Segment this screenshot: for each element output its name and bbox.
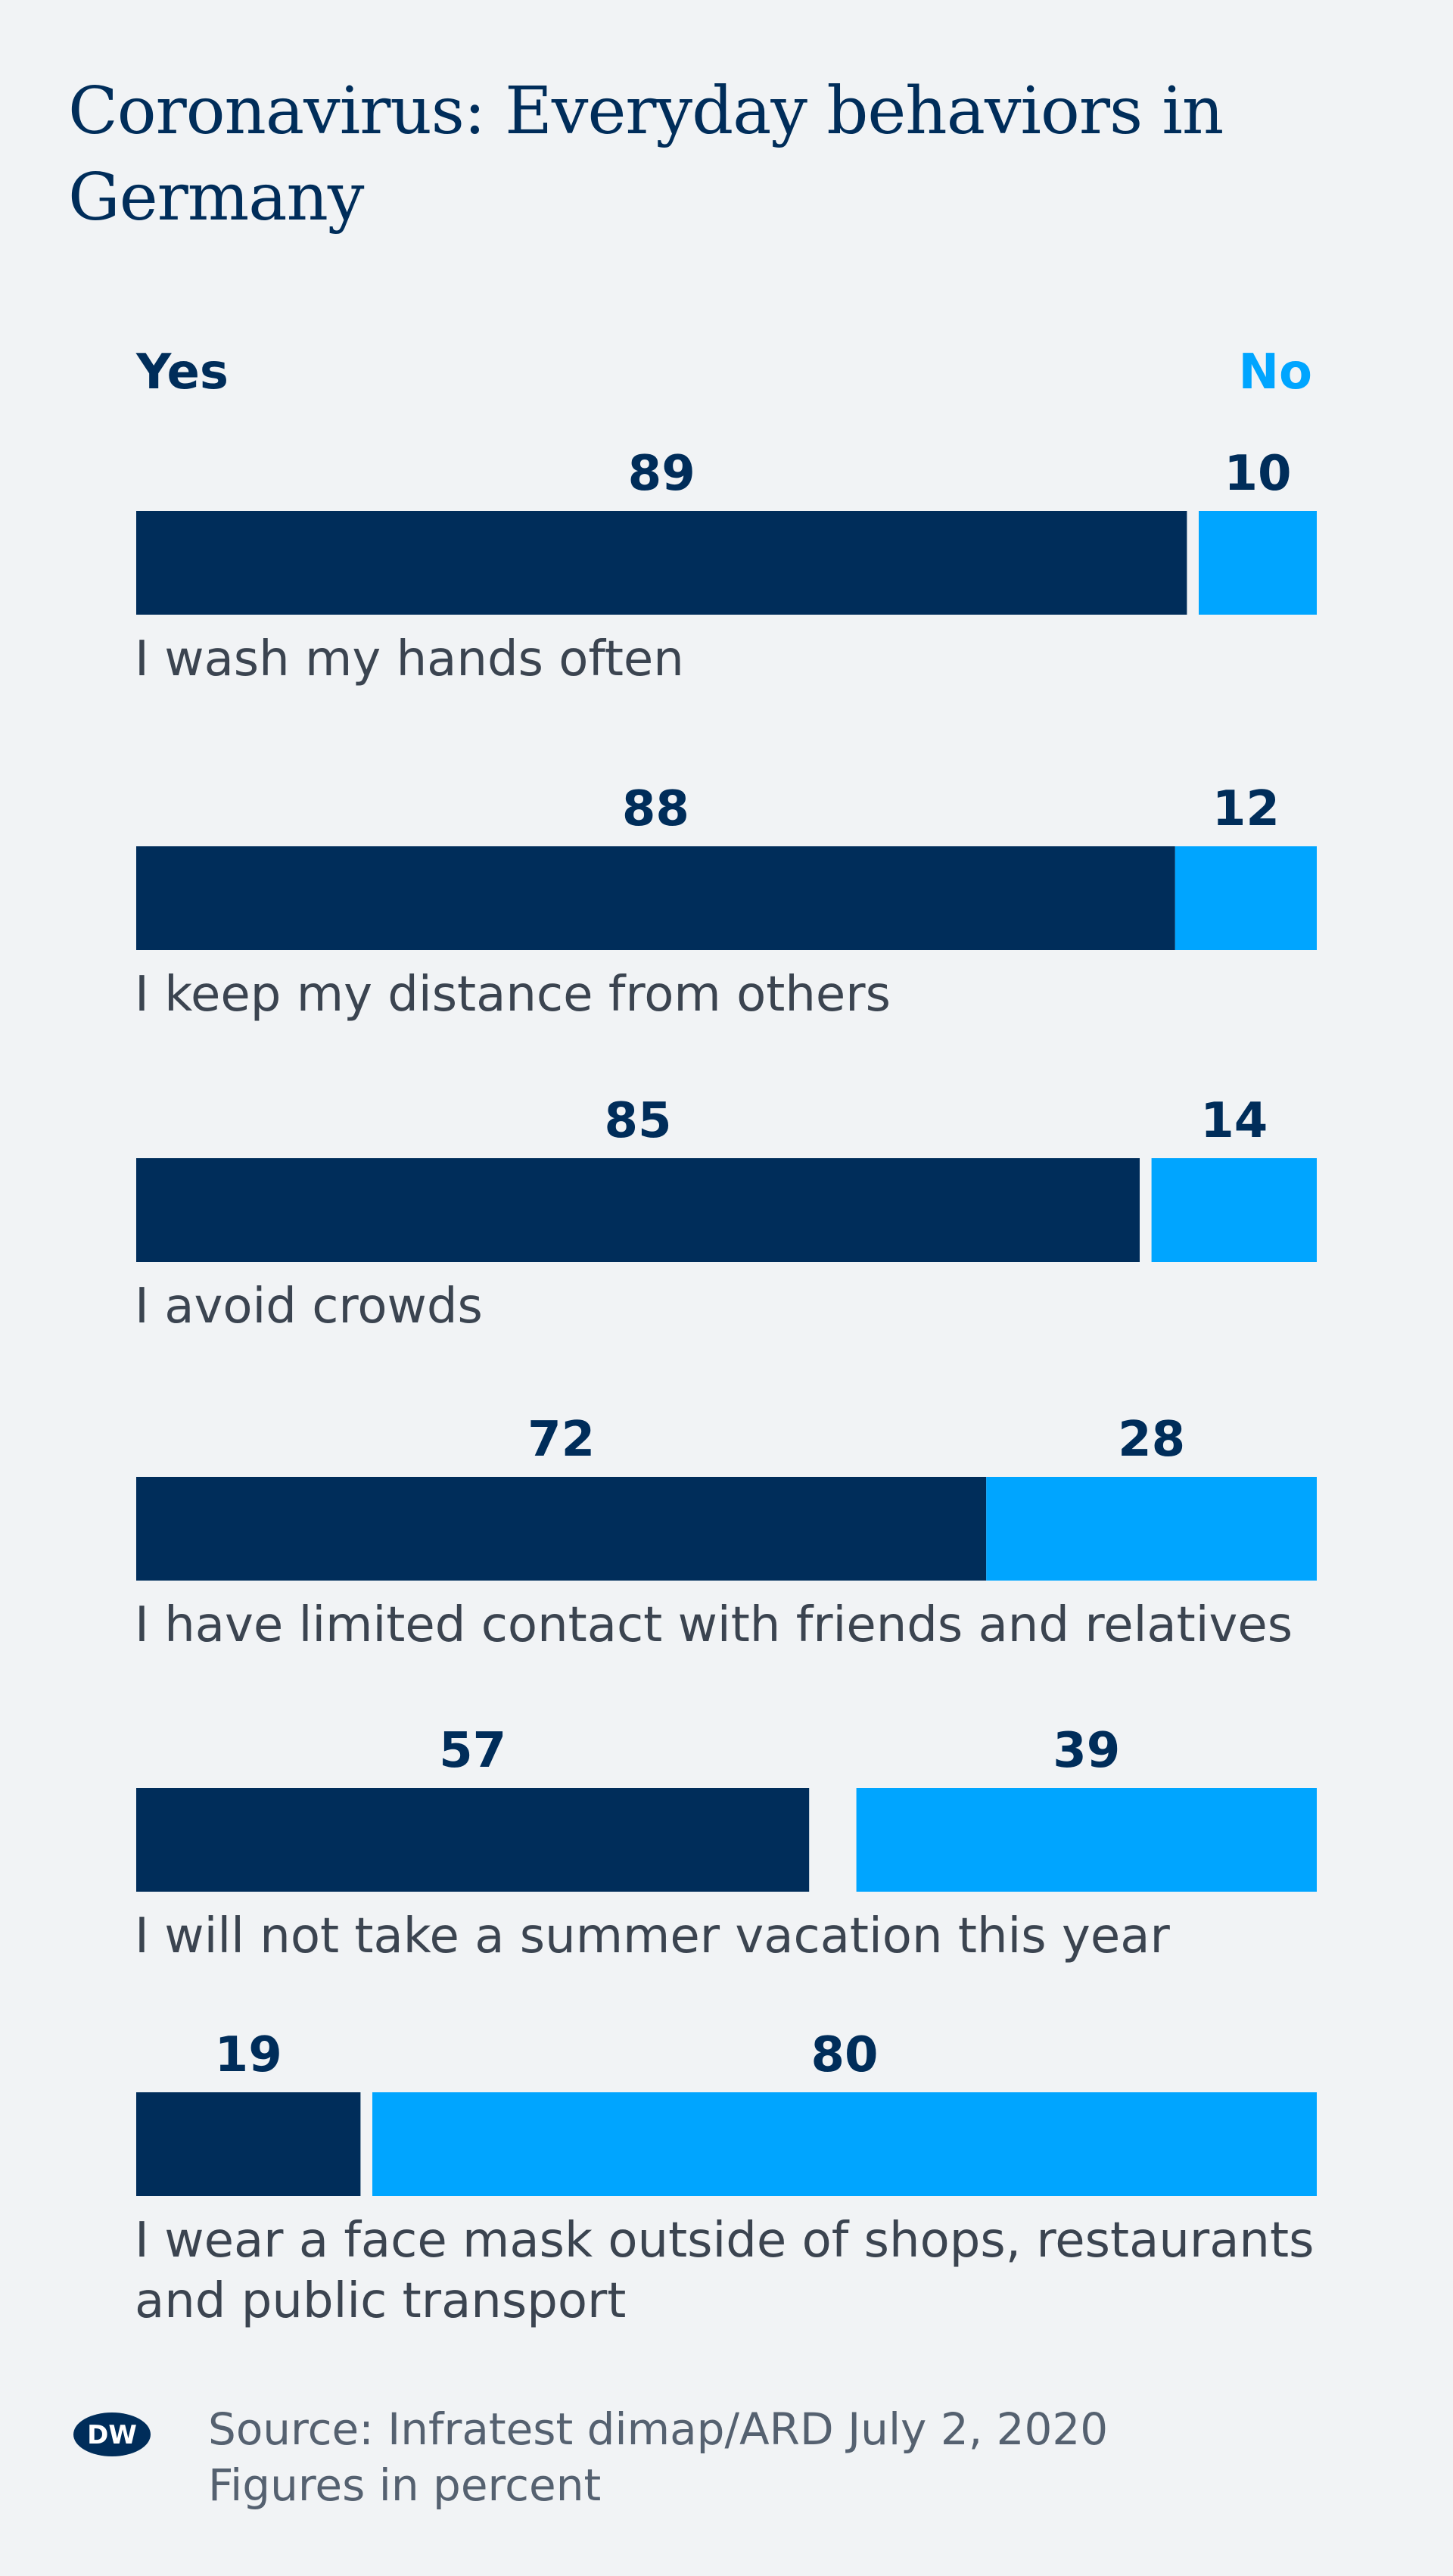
dw-logo-icon: DW	[73, 2412, 151, 2456]
bar-no	[856, 1788, 1317, 1892]
label-no: 12	[1212, 781, 1280, 837]
legend-yes: Yes	[136, 344, 229, 400]
label-yes: 85	[604, 1093, 671, 1149]
category-label: I have limited contact with friends and …	[135, 1597, 1293, 1653]
label-no: 10	[1224, 446, 1291, 502]
category-label: I will not take a summer vacation this y…	[135, 1908, 1170, 1964]
category-label: I wash my hands often	[135, 631, 684, 687]
label-no: 14	[1200, 1093, 1268, 1149]
bar-yes	[136, 511, 1187, 615]
bar-yes	[136, 846, 1175, 950]
bar-no	[1199, 511, 1317, 615]
category-label: I wear a face mask outside of shops, res…	[135, 2213, 1314, 2329]
label-yes: 88	[622, 781, 689, 837]
bar-yes	[136, 1788, 810, 1892]
label-yes: 89	[628, 446, 695, 502]
category-label: I keep my distance from others	[135, 967, 891, 1023]
label-no: 39	[1053, 1723, 1120, 1779]
bar-no	[986, 1477, 1317, 1581]
bar-yes	[136, 2092, 361, 2196]
label-yes: 72	[527, 1412, 595, 1468]
unit-text: Figures in percent	[208, 2459, 602, 2511]
source-note: Source: Infratest dimap/ARD July 2, 2020…	[208, 2401, 1108, 2513]
chart-title: Coronavirus: Everyday behaviors in Germa…	[68, 73, 1224, 235]
label-yes: 19	[215, 2027, 282, 2083]
legend-no: No	[1238, 344, 1312, 400]
bar-yes	[136, 1158, 1140, 1262]
logo-text: DW	[87, 2420, 137, 2450]
label-no: 80	[811, 2027, 878, 2083]
bar-no	[1175, 846, 1317, 950]
bar-yes	[136, 1477, 987, 1581]
bar-no	[1151, 1158, 1317, 1262]
category-label: I avoid crowds	[135, 1279, 483, 1335]
bar-no	[372, 2092, 1317, 2196]
label-yes: 57	[439, 1723, 506, 1779]
label-no: 28	[1118, 1412, 1185, 1468]
source-text: Source: Infratest dimap/ARD July 2, 2020	[208, 2403, 1109, 2455]
